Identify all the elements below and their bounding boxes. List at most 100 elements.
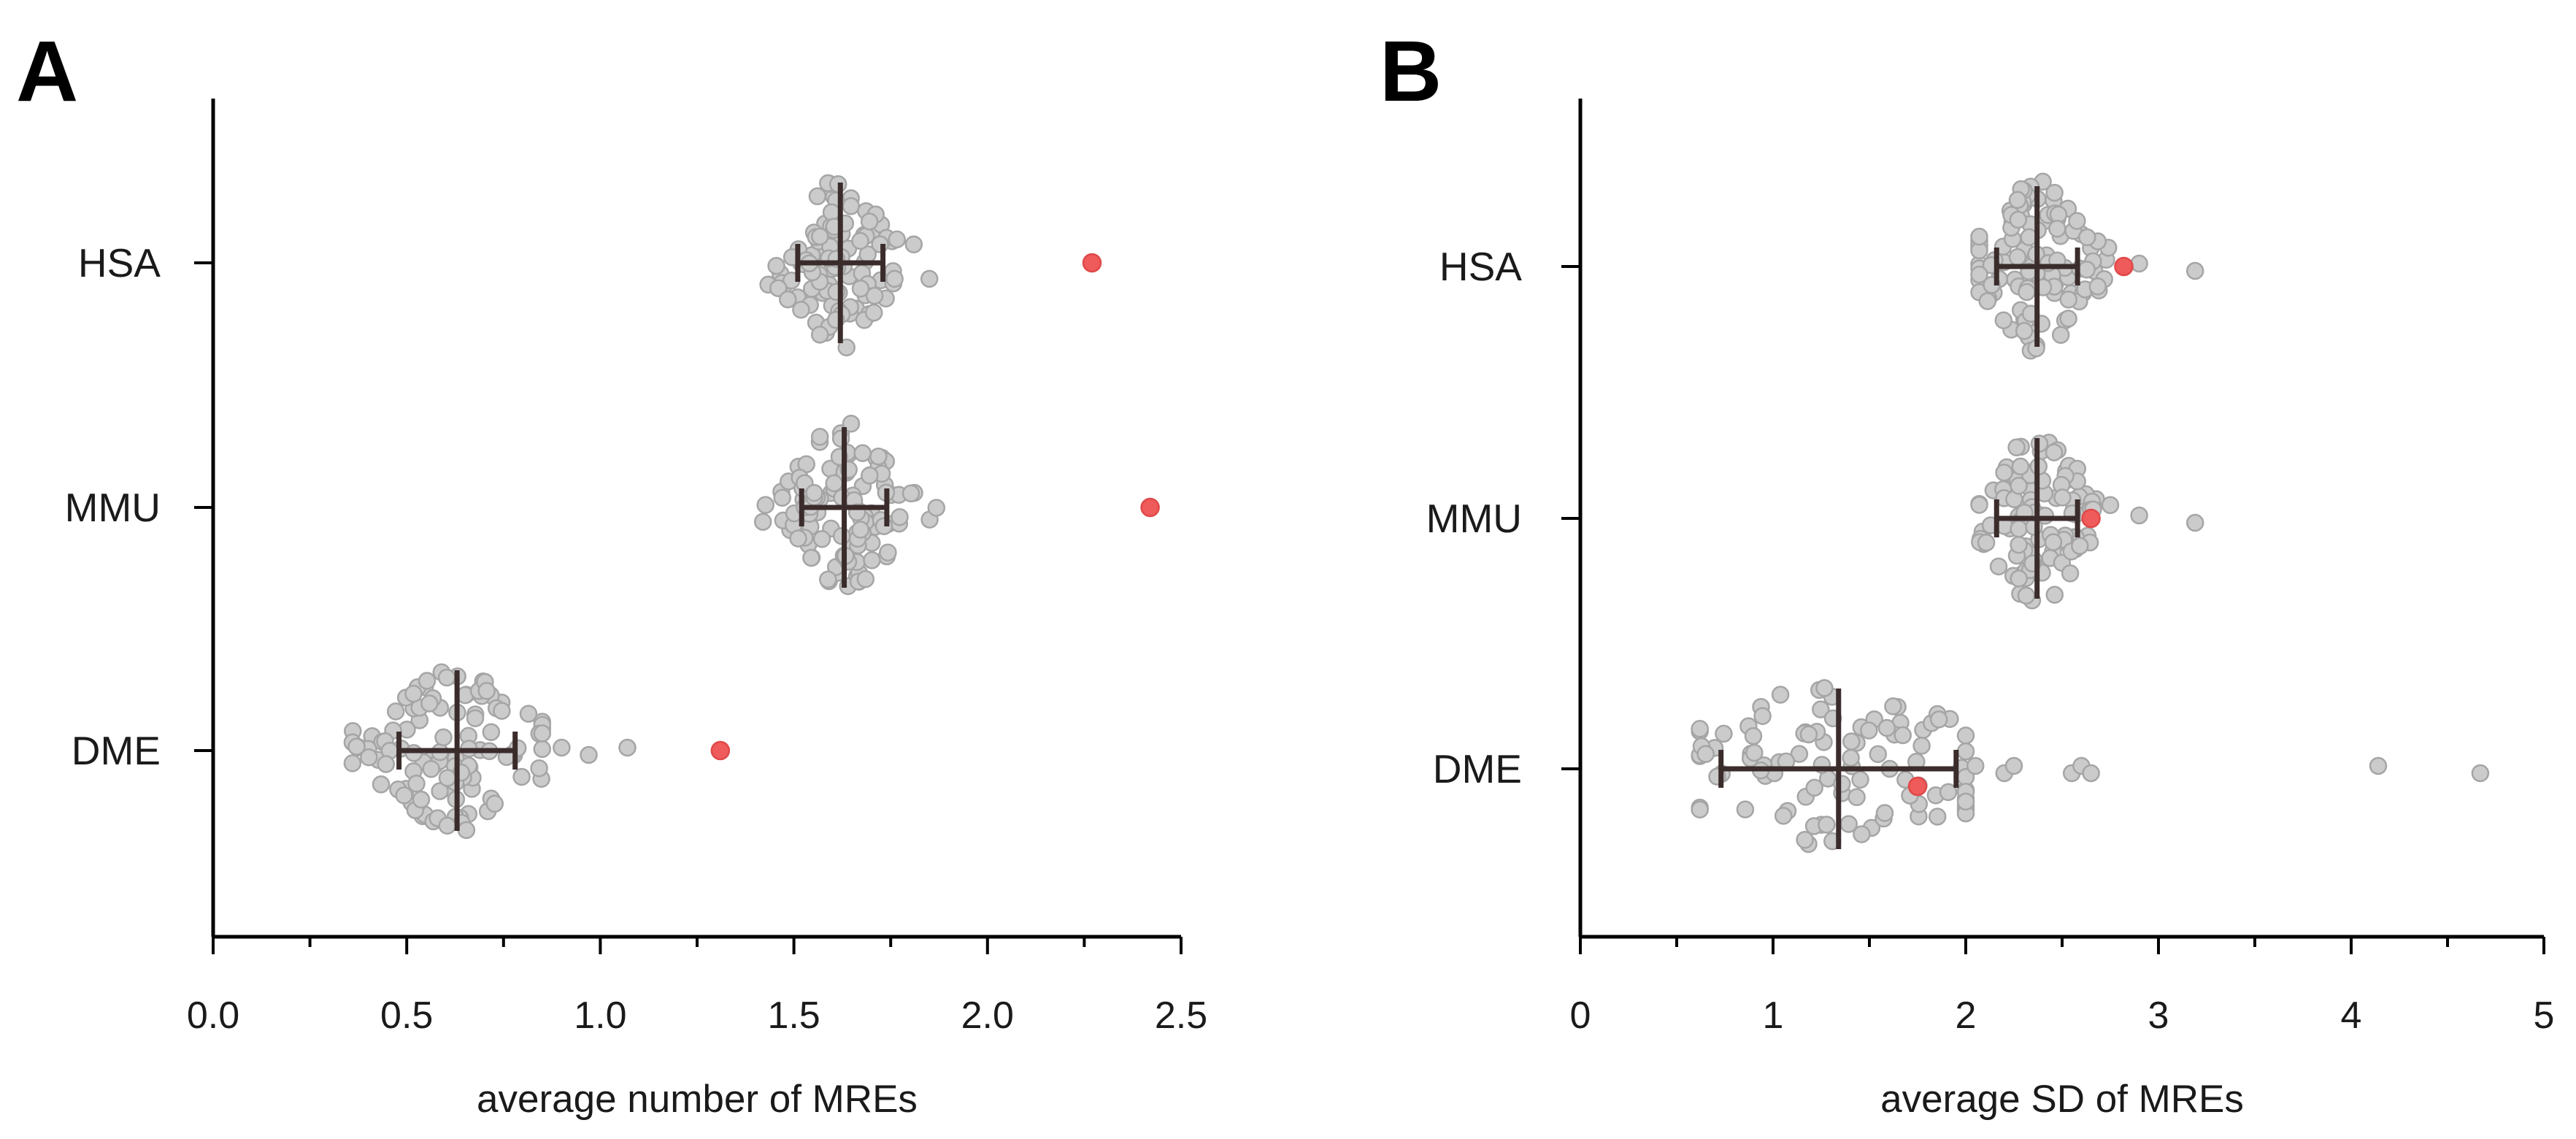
data-point: [789, 529, 807, 548]
data-point: [1696, 745, 1715, 763]
data-point: [856, 570, 875, 588]
category-label-mmu: MMU: [65, 485, 161, 530]
data-point: [1818, 816, 1836, 834]
data-point: [769, 279, 788, 297]
data-point: [927, 499, 946, 517]
data-point: [1956, 792, 1975, 811]
data-point: [1796, 830, 1814, 849]
data-point: [493, 702, 511, 720]
data-point: [1912, 737, 1931, 755]
data-point: [1939, 783, 1958, 802]
data-point: [2088, 277, 2107, 296]
data-point: [2048, 219, 2066, 238]
data-point: [2045, 183, 2064, 202]
data-point: [1995, 463, 2013, 482]
data-point: [1744, 726, 1763, 745]
data-point: [1851, 770, 1869, 789]
data-point: [1812, 700, 1830, 718]
data-point: [853, 444, 872, 462]
data-point: [372, 775, 391, 794]
data-point: [2045, 443, 2064, 461]
data-point: [1691, 720, 1709, 738]
data-point: [869, 447, 888, 466]
outlier-point: [2185, 513, 2204, 532]
data-point: [837, 338, 856, 357]
data-point: [2045, 586, 2064, 604]
data-point: [865, 286, 884, 305]
data-point: [851, 231, 869, 250]
outlier-point: [2185, 261, 2204, 280]
data-point: [431, 782, 449, 800]
data-point: [466, 709, 485, 727]
outlier-point: [618, 738, 637, 757]
data-point: [1875, 804, 1894, 822]
data-point: [863, 551, 881, 570]
data-point: [2061, 564, 2080, 583]
data-point: [482, 723, 501, 741]
data-point: [842, 197, 861, 215]
x-tick-label: 2: [1956, 994, 1977, 1037]
outlier-point: [2369, 756, 2388, 775]
data-point: [2059, 310, 2077, 328]
data-point: [1956, 726, 1975, 745]
outlier-point: [2004, 756, 2023, 775]
data-point: [2078, 228, 2096, 247]
data-point: [810, 326, 829, 344]
category-label-dme: DME: [72, 728, 161, 773]
category-label-mmu: MMU: [1426, 496, 1522, 541]
data-point: [1978, 292, 1997, 310]
data-point: [879, 543, 897, 561]
x-tick-label: 2.5: [1155, 994, 1207, 1037]
panel-b: B 0 1 2 3 4 5 average SD of MREs HSA MMU DME: [1380, 23, 2554, 1121]
data-point: [412, 790, 431, 809]
data-point: [1977, 533, 1996, 552]
data-point: [1790, 745, 1809, 763]
data-point: [842, 414, 861, 433]
data-point: [812, 529, 831, 548]
data-point: [530, 759, 548, 778]
data-point: [1771, 686, 1790, 704]
data-point: [420, 694, 439, 713]
error-bar-mmu: [799, 427, 890, 588]
error-bar-dme: [1718, 689, 1959, 849]
data-point: [377, 755, 396, 773]
data-point: [874, 517, 893, 535]
data-point: [404, 684, 423, 703]
outlier-point: [2082, 764, 2100, 783]
data-point: [1989, 557, 2008, 576]
category-label-hsa: HSA: [78, 240, 161, 285]
data-point: [533, 724, 552, 743]
panel-letter: B: [1380, 23, 1442, 120]
data-point: [343, 754, 362, 772]
data-point: [920, 269, 939, 288]
data-point: [1970, 227, 1988, 246]
data-point: [2007, 438, 2026, 457]
data-point: [347, 737, 366, 756]
data-point: [2009, 210, 2028, 229]
data-point: [1691, 800, 1709, 818]
data-point: [2008, 191, 2027, 210]
highlight-point-dme: [1907, 776, 1928, 797]
data-point: [2015, 322, 2034, 340]
data-point: [1842, 732, 1861, 751]
highlight-point-mmu: [2081, 508, 2101, 529]
data-point: [2010, 477, 2028, 495]
data-point: [395, 786, 413, 805]
data-point: [1774, 807, 1793, 825]
data-point: [2008, 248, 2027, 266]
outlier-point: [2130, 254, 2148, 273]
data-point: [779, 290, 797, 309]
panel-letter: A: [16, 23, 78, 120]
category-label-dme: DME: [1433, 746, 1522, 791]
x-tick-label: 0.5: [380, 994, 433, 1037]
error-bar-dme: [396, 670, 518, 831]
data-point: [825, 474, 843, 493]
data-point: [1929, 710, 1948, 729]
outlier-point: [2130, 506, 2148, 525]
x-tick-label: 3: [2148, 994, 2169, 1037]
data-point: [767, 256, 785, 275]
data-point: [2017, 586, 2036, 605]
data-point: [901, 484, 920, 503]
x-tick-label: 0.0: [187, 994, 239, 1037]
data-point: [457, 821, 476, 840]
